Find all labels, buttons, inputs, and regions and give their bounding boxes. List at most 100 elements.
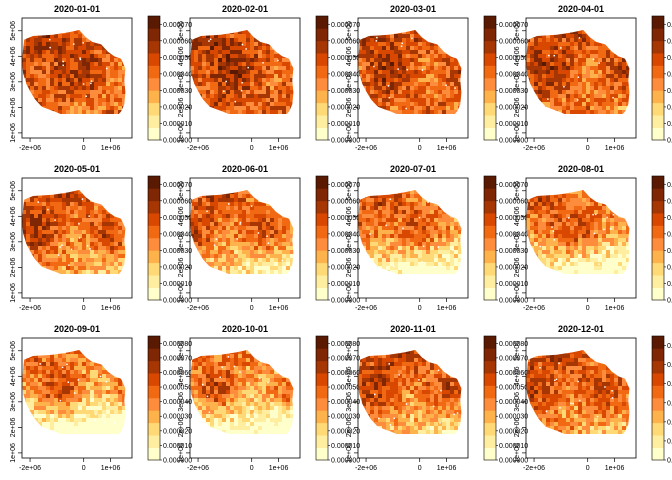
raster-cell xyxy=(434,106,439,111)
raster-cell xyxy=(430,118,434,122)
raster-cell xyxy=(66,242,71,247)
legend-swatch xyxy=(652,102,664,116)
raster-cell xyxy=(562,106,567,111)
raster-cell xyxy=(202,118,206,122)
raster-cell xyxy=(198,18,202,22)
raster-cell xyxy=(274,106,279,111)
raster-cell xyxy=(242,210,247,215)
raster-cell xyxy=(578,130,582,134)
missing-cell xyxy=(79,57,81,59)
raster-cell xyxy=(590,78,595,83)
raster-cell xyxy=(34,214,39,219)
raster-cell xyxy=(262,190,267,191)
raster-cell xyxy=(290,238,294,243)
raster-cell xyxy=(534,82,539,87)
raster-cell xyxy=(242,182,246,186)
raster-cell xyxy=(542,82,547,87)
raster-cell xyxy=(122,246,126,251)
raster-cell xyxy=(590,66,595,71)
raster-cell xyxy=(30,78,35,83)
raster-cell xyxy=(26,262,31,267)
raster-cell xyxy=(410,50,415,55)
raster-cell xyxy=(78,202,83,207)
raster-cell xyxy=(58,198,63,203)
raster-cell xyxy=(586,74,591,79)
raster-cell xyxy=(118,210,123,215)
raster-cell xyxy=(574,46,579,51)
raster-cell xyxy=(558,130,562,134)
raster-cell xyxy=(454,58,459,63)
raster-cell xyxy=(246,34,251,39)
raster-cell xyxy=(270,206,275,211)
raster-cell xyxy=(22,210,27,215)
raster-cell xyxy=(126,58,130,62)
raster-cell xyxy=(290,226,294,231)
raster-cell xyxy=(630,118,634,122)
raster-cell xyxy=(82,102,87,107)
raster-cell xyxy=(250,34,255,39)
raster-cell xyxy=(86,86,91,91)
raster-cell xyxy=(418,110,423,114)
raster-cell xyxy=(602,78,607,83)
raster-cell xyxy=(614,30,619,31)
raster-cell xyxy=(94,198,99,203)
raster-cell xyxy=(118,50,123,55)
raster-cell xyxy=(234,234,239,239)
raster-cell xyxy=(434,122,438,126)
raster-cell xyxy=(54,274,58,278)
raster-cell xyxy=(438,86,443,91)
y-tick-label: 5e+06 xyxy=(10,181,17,201)
raster-cell xyxy=(278,114,282,118)
raster-cell xyxy=(90,190,95,191)
raster-cell xyxy=(58,30,63,31)
raster-cell xyxy=(278,70,283,75)
raster-cell xyxy=(406,90,411,95)
raster-cell xyxy=(34,202,39,207)
raster-cell xyxy=(290,102,294,107)
raster-cell xyxy=(126,250,130,254)
raster-cell xyxy=(246,238,251,243)
raster-cell xyxy=(462,126,466,130)
raster-cell xyxy=(430,78,435,83)
raster-cell xyxy=(554,30,559,35)
raster-cell xyxy=(386,126,390,130)
raster-cell xyxy=(418,122,422,126)
raster-cell xyxy=(542,58,547,63)
raster-cell xyxy=(198,122,202,126)
raster-cell xyxy=(42,22,46,26)
raster-cell xyxy=(262,46,267,51)
raster-cell xyxy=(90,266,95,271)
raster-cell xyxy=(586,106,591,111)
raster-cell xyxy=(74,254,79,259)
raster-cell xyxy=(78,86,83,91)
raster-cell xyxy=(98,30,103,35)
raster-cell xyxy=(194,22,198,26)
raster-cell xyxy=(278,210,283,215)
raster-cell xyxy=(198,54,203,59)
raster-cell xyxy=(22,282,26,286)
raster-cell xyxy=(70,238,75,243)
raster-cell xyxy=(22,286,26,290)
raster-cell xyxy=(594,58,599,63)
raster-cell xyxy=(538,42,543,47)
raster-cell xyxy=(58,122,62,126)
raster-cell xyxy=(38,30,43,35)
raster-cell xyxy=(98,234,103,239)
raster-cell xyxy=(74,270,79,274)
raster-cell xyxy=(58,126,62,130)
raster-cell xyxy=(114,258,119,263)
raster-cell xyxy=(114,78,119,83)
raster-cell xyxy=(190,226,195,231)
raster-cell xyxy=(286,70,291,75)
raster-cell xyxy=(214,190,219,195)
raster-cell xyxy=(446,42,451,47)
raster-cell xyxy=(290,190,294,191)
raster-cell xyxy=(226,190,231,195)
raster-cell xyxy=(98,54,103,59)
raster-cell xyxy=(94,206,99,211)
raster-cell xyxy=(70,270,75,274)
raster-cell xyxy=(270,94,275,99)
raster-cell xyxy=(574,38,579,43)
raster-cell xyxy=(62,30,67,35)
raster-cell xyxy=(622,130,626,134)
